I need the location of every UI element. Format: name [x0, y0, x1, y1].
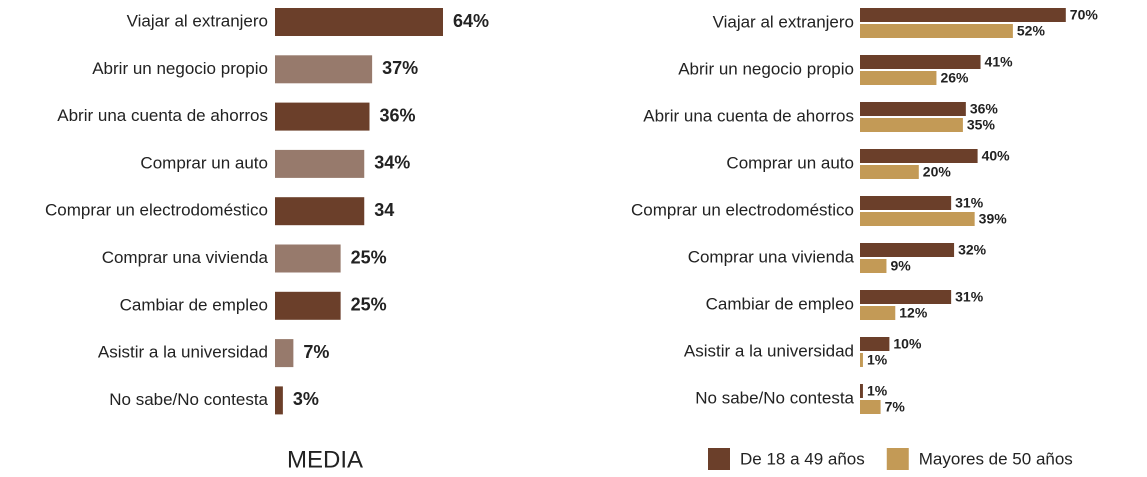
- category-label: Abrir una cuenta de ahorros: [643, 106, 854, 125]
- category-label: Comprar una vivienda: [102, 248, 269, 267]
- bar: [860, 102, 966, 116]
- bar: [860, 118, 963, 132]
- value-label: 10%: [893, 336, 922, 352]
- chart-title: MEDIA: [287, 446, 363, 472]
- value-label: 52%: [1017, 23, 1046, 39]
- category-label: Comprar una vivienda: [688, 247, 855, 266]
- bar: [860, 306, 896, 320]
- value-label: 26%: [940, 70, 969, 86]
- value-label: 31%: [955, 195, 984, 211]
- category-label: Abrir un negocio propio: [92, 59, 268, 78]
- value-label: 35%: [967, 117, 996, 133]
- category-label: Abrir un negocio propio: [678, 59, 854, 78]
- value-label: 34: [374, 200, 394, 220]
- bar: [860, 55, 981, 69]
- bar: [860, 212, 975, 226]
- value-label: 36%: [380, 105, 416, 125]
- value-label: 25%: [351, 247, 387, 267]
- value-label: 34%: [374, 153, 410, 173]
- value-label: 25%: [351, 295, 387, 315]
- category-label: Cambiar de empleo: [706, 294, 854, 313]
- bar: [275, 149, 365, 178]
- value-label: 36%: [970, 101, 999, 117]
- value-label: 32%: [958, 242, 987, 258]
- value-label: 12%: [899, 305, 928, 321]
- value-label: 1%: [867, 383, 888, 399]
- category-label: No sabe/No contesta: [695, 388, 854, 407]
- value-label: 41%: [985, 54, 1014, 70]
- bar: [860, 243, 955, 257]
- value-label: 40%: [982, 148, 1011, 164]
- value-label: 20%: [923, 164, 952, 180]
- bar: [275, 386, 283, 415]
- category-label: Viajar al extranjero: [127, 11, 268, 30]
- value-label: 64%: [453, 11, 489, 31]
- bar: [860, 24, 1013, 38]
- legend-swatch: [886, 448, 909, 470]
- legend-label: Mayores de 50 años: [919, 449, 1073, 468]
- bar: [275, 102, 370, 131]
- category-label: Viajar al extranjero: [713, 12, 854, 31]
- value-label: 3%: [293, 389, 319, 409]
- category-label: No sabe/No contesta: [109, 390, 268, 409]
- value-label: 7%: [303, 342, 329, 362]
- category-label: Comprar un electrodoméstico: [631, 200, 854, 219]
- bar: [275, 197, 365, 226]
- value-label: 31%: [955, 289, 984, 305]
- legend-label: De 18 a 49 años: [740, 449, 865, 468]
- value-label: 39%: [979, 211, 1008, 227]
- category-label: Comprar un electrodoméstico: [45, 201, 268, 220]
- bar: [860, 384, 863, 398]
- bar: [860, 337, 890, 351]
- bar: [860, 8, 1066, 22]
- bar: [860, 259, 887, 273]
- value-label: 37%: [382, 58, 418, 78]
- value-label: 9%: [890, 258, 911, 274]
- bar: [275, 291, 341, 320]
- value-label: 1%: [867, 352, 888, 368]
- category-label: Asistir a la universidad: [684, 341, 854, 360]
- bar: [860, 400, 881, 414]
- category-label: Abrir una cuenta de ahorros: [57, 106, 268, 125]
- bar: [860, 196, 952, 210]
- bar: [275, 244, 341, 273]
- value-label: 70%: [1070, 7, 1099, 23]
- category-label: Comprar un auto: [726, 153, 854, 172]
- legend-swatch: [708, 448, 730, 470]
- category-label: Asistir a la universidad: [98, 343, 268, 362]
- category-label: Comprar un auto: [140, 153, 268, 172]
- category-label: Cambiar de empleo: [120, 295, 268, 314]
- bar: [275, 55, 373, 84]
- bar: [860, 165, 919, 179]
- bar: [860, 290, 952, 304]
- bar: [860, 149, 978, 163]
- bar: [860, 353, 863, 367]
- bar: [275, 8, 443, 36]
- bar: [860, 71, 937, 85]
- bar: [275, 339, 294, 368]
- value-label: 7%: [885, 399, 906, 415]
